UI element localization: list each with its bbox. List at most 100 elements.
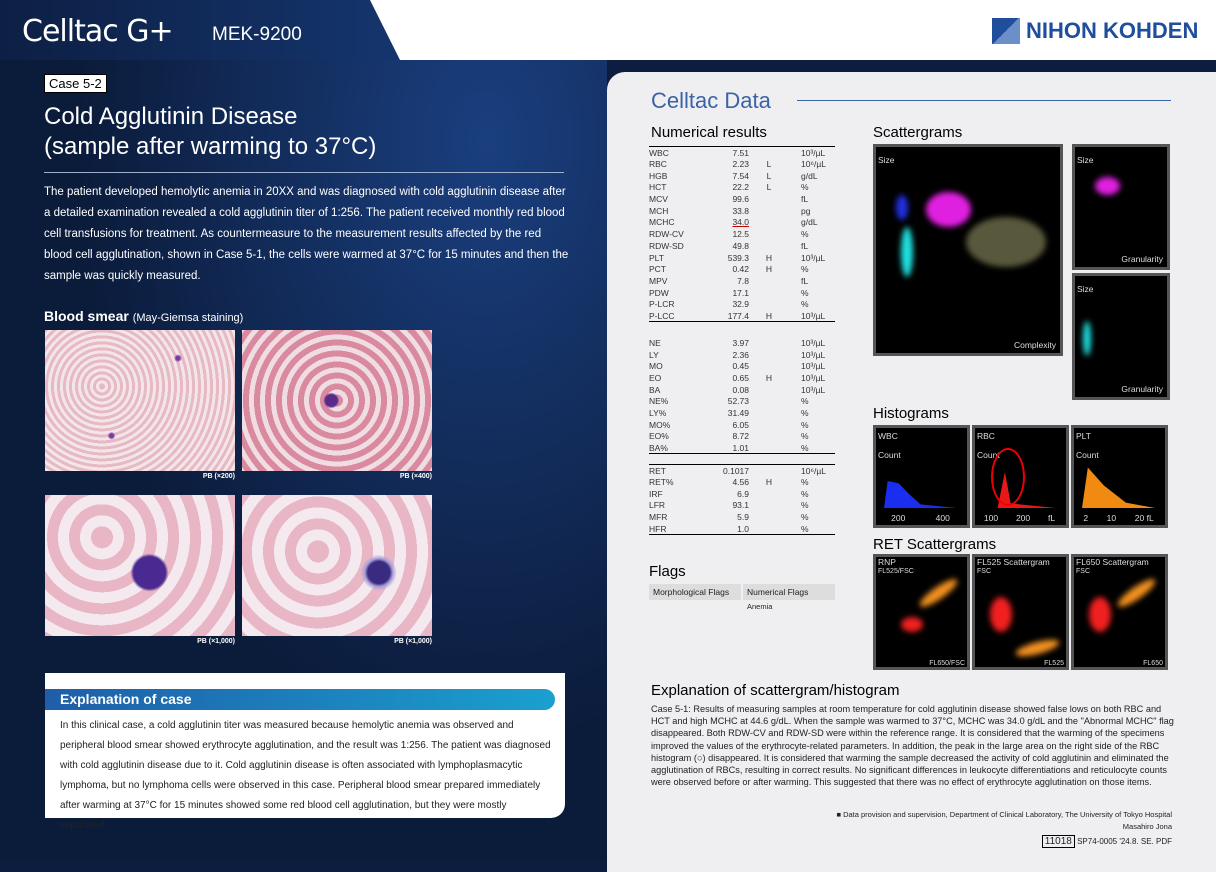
param-flag [749, 349, 789, 361]
axis-label: FL650/FSC [929, 660, 965, 667]
param-flag [749, 523, 789, 535]
header-banner [0, 0, 400, 60]
histogram-name: RBC [977, 431, 995, 441]
param-value: 539.3 [727, 252, 749, 263]
param-unit: % [801, 287, 809, 298]
axis-label: Granularity [1121, 254, 1163, 264]
scattergram-explanation-title: Explanation of scattergram/histogram [651, 682, 900, 699]
nihon-kohden-logo: NIHON KOHDEN [992, 18, 1198, 44]
scatter-cluster [896, 195, 908, 220]
param-flag [749, 147, 789, 159]
param-flag [749, 275, 789, 287]
param-flag: H [765, 252, 773, 263]
param-flag: H [765, 372, 773, 383]
param-name: RBC [649, 159, 667, 170]
param-flag: L [766, 182, 772, 193]
ret-scattergrams-title: RET Scattergrams [873, 536, 997, 553]
scattergram-name: FL525 Scattergram [977, 557, 1050, 567]
param-unit: 10³/µL [801, 337, 826, 348]
table-row: NE 3.97 10³/µL [649, 337, 835, 349]
header: Celltac G+ MEK-9200 NIHON KOHDEN [0, 0, 1216, 60]
doc-code: SP74-0005 '24.8. SE. PDF [1077, 837, 1172, 846]
scatter-cluster [1014, 636, 1061, 660]
scatter-cluster [916, 575, 961, 611]
scatter-cluster [1083, 321, 1091, 356]
axis-label: FL525 [1044, 660, 1064, 667]
table-row: IRF 6.9% [649, 488, 835, 500]
photo-caption: PB (×200) [202, 473, 235, 480]
param-unit: % [801, 407, 809, 418]
param-unit: 10³/µL [801, 310, 826, 321]
param-flag: L [766, 170, 772, 181]
param-unit: % [801, 182, 809, 193]
histogram-wbc: WBC Count 200 400 [873, 425, 970, 528]
param-flag [749, 287, 789, 299]
param-unit: % [801, 419, 809, 430]
param-name: LFR [649, 500, 666, 511]
param-name: PLT [649, 252, 664, 263]
param-unit: % [801, 500, 809, 511]
table-row: RET% 4.56 H% [649, 476, 835, 488]
ret-scattergram: FL525 Scattergram FSC FL525 [972, 554, 1069, 670]
ret-scattergram: RNP FL525/FSC FL650/FSC [873, 554, 970, 670]
table-row: LFR 93.1% [649, 500, 835, 512]
case-label: Case 5-2 [44, 74, 107, 93]
table-row: EO% 8.72% [649, 431, 835, 443]
table-row: RDW-SD 49.8 fL [649, 240, 835, 252]
morphological-flags-header: Morphological Flags [649, 584, 741, 600]
credit-name: Masahiro Jona [1122, 822, 1172, 831]
axis-label: FSC [977, 568, 991, 575]
param-value: 31.49 [727, 407, 749, 418]
photo-caption: PB (×1,000) [197, 638, 235, 645]
param-value: 0.08 [732, 384, 749, 395]
table-row: MCHC 34.0 g/dL [649, 217, 835, 229]
param-flag [749, 298, 789, 310]
param-flag [749, 511, 789, 523]
param-name: MPV [649, 275, 668, 286]
param-flag [749, 407, 789, 419]
ret-scattergram: FL650 Scattergram FSC FL650 [1071, 554, 1168, 670]
param-name: MFR [649, 512, 668, 523]
table-row: MCH 33.8 pg [649, 205, 835, 217]
param-name: LY [649, 349, 659, 360]
axis-tick: 2 [1083, 513, 1089, 523]
credit-line: ■ Data provision and supervision, Depart… [836, 810, 1172, 819]
param-name: MO [649, 361, 663, 372]
param-unit: fL [801, 275, 809, 286]
param-unit: fL [801, 240, 809, 251]
case-explanation-box: Explanation of case In this clinical cas… [45, 673, 565, 831]
param-name: MO% [649, 419, 671, 430]
param-name: NE% [649, 396, 669, 407]
param-value: 4.56 [732, 477, 749, 488]
param-flag [749, 205, 789, 217]
param-value: 0.42 [732, 264, 749, 275]
table-row: PLT 539.3 H 10³/µL [649, 252, 835, 264]
section-title: Celltac Data [651, 88, 771, 113]
param-unit: fL [801, 194, 809, 205]
param-name: MCV [649, 194, 668, 205]
param-value: 7.51 [732, 147, 749, 158]
smear-photo-1000-a [45, 495, 235, 636]
param-value: 22.2 [732, 182, 749, 193]
param-unit: 10³/µL [801, 384, 826, 395]
param-value: 0.45 [732, 361, 749, 372]
param-flag: H [765, 264, 773, 275]
param-flag [749, 442, 789, 454]
param-name: PDW [649, 287, 669, 298]
title-line-1: Cold Agglutinin Disease [44, 103, 298, 130]
table-row: MO% 6.05% [649, 419, 835, 431]
smear-photo-1000-b [242, 495, 432, 636]
param-name: MCH [649, 205, 669, 216]
axis-label: Count [878, 450, 901, 460]
param-value: 93.1 [732, 500, 749, 511]
baso-scattergram: Size Granularity [1072, 144, 1170, 270]
table-row: MFR 5.9% [649, 511, 835, 523]
param-value: 49.8 [732, 240, 749, 251]
param-value: 32.9 [732, 299, 749, 310]
histogram-name: PLT [1076, 431, 1091, 441]
param-name: RET [649, 465, 666, 476]
param-unit: % [801, 299, 809, 310]
param-name: BA% [649, 442, 668, 453]
param-value: 17.1 [732, 287, 749, 298]
credits: ■ Data provision and supervision, Depart… [817, 809, 1172, 833]
